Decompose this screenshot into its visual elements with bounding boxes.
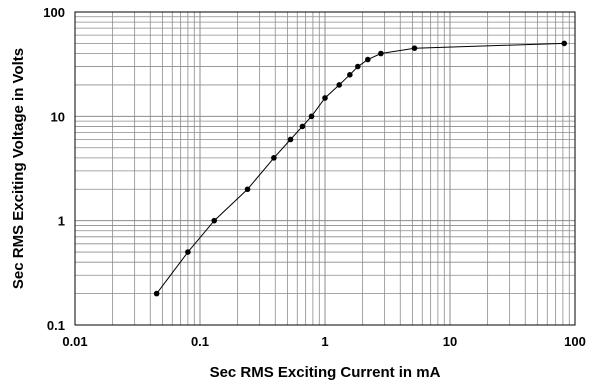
data-point [308,113,315,120]
data-point [355,63,361,70]
data-point [336,82,343,88]
series-line [156,42,565,294]
data-point [185,249,191,255]
data-point [347,72,353,78]
x-axis-title: Sec RMS Exciting Current in mA [210,364,441,381]
y-tick-label: 1 [58,214,65,229]
data-point [411,45,418,51]
data-points [153,40,568,297]
data-point [378,50,384,57]
x-tick-label: 0.01 [62,334,87,349]
data-point [365,56,371,63]
data-point [561,40,568,47]
data-point [211,217,218,224]
x-tick-label: 100 [564,334,586,349]
y-axis-title: Sec RMS Exciting Voltage in Volts [10,48,27,289]
data-point [322,95,328,101]
data-point [299,123,306,130]
y-axis-ticks: 0.1 1 10 100 [43,5,65,333]
grid-lines [74,12,575,326]
x-tick-label: 10 [443,334,457,349]
data-point [244,186,251,193]
x-tick-label: 0.1 [191,334,209,349]
y-tick-label: 10 [51,109,65,124]
plot-frame [74,11,576,326]
y-tick-label: 100 [43,5,65,20]
x-tick-label: 1 [321,334,328,349]
x-axis-ticks: 0.01 0.1 1 10 100 [62,334,586,349]
data-point [153,290,160,297]
data-point [271,155,277,161]
y-tick-label: 0.1 [47,318,65,333]
data-point [287,136,294,143]
